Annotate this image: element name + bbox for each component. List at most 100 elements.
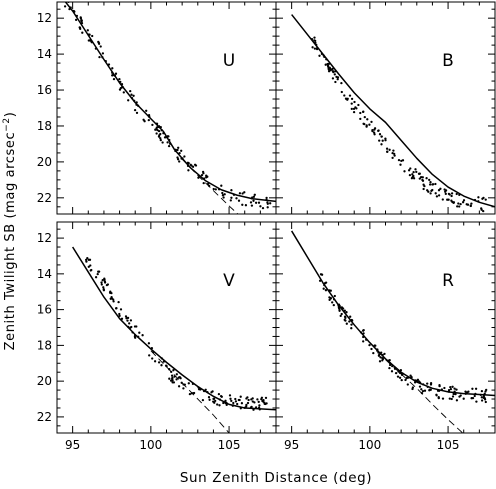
data-point xyxy=(421,389,425,393)
data-point xyxy=(125,317,128,320)
data-point xyxy=(98,55,101,59)
data-point xyxy=(368,343,371,347)
data-point xyxy=(138,331,141,334)
data-point xyxy=(426,382,429,385)
data-point xyxy=(429,383,433,386)
y-tick-label: 14 xyxy=(37,267,52,281)
data-point xyxy=(423,389,427,392)
data-point xyxy=(224,399,227,402)
data-point xyxy=(200,173,204,177)
data-point xyxy=(434,192,437,195)
data-point xyxy=(449,385,452,389)
data-point xyxy=(141,334,144,337)
data-point xyxy=(245,397,248,400)
data-point xyxy=(417,172,421,175)
data-point xyxy=(411,386,415,389)
data-point xyxy=(372,351,375,355)
data-point xyxy=(182,387,185,390)
data-point xyxy=(256,398,259,401)
data-point xyxy=(335,75,338,79)
data-point xyxy=(193,163,197,166)
data-point xyxy=(219,394,223,398)
data-point xyxy=(397,158,401,162)
data-point xyxy=(74,18,78,22)
data-point xyxy=(339,314,342,318)
plot-area xyxy=(62,2,276,214)
data-point xyxy=(159,138,162,142)
data-point xyxy=(379,356,382,359)
data-point xyxy=(135,111,139,115)
data-point xyxy=(444,190,447,193)
y-axis-label-main: Zenith Twilight SB (mag arcsec xyxy=(3,132,18,351)
data-point xyxy=(218,404,221,407)
y-tick-label: 16 xyxy=(37,83,52,97)
data-point xyxy=(230,189,233,192)
data-point xyxy=(483,398,487,401)
data-point xyxy=(327,65,330,68)
data-point xyxy=(254,201,258,204)
data-point xyxy=(437,396,440,400)
data-point xyxy=(168,368,171,371)
data-point xyxy=(78,26,81,29)
data-point xyxy=(103,281,107,284)
model-curve xyxy=(64,2,276,203)
data-point xyxy=(223,193,226,196)
data-point xyxy=(482,395,486,398)
data-point xyxy=(362,340,365,343)
data-point xyxy=(159,132,162,136)
data-point xyxy=(412,174,415,178)
x-tick-label: 95 xyxy=(284,438,299,452)
data-point xyxy=(406,383,409,386)
data-point xyxy=(381,357,385,361)
data-point xyxy=(370,120,373,124)
data-point xyxy=(471,387,474,390)
data-point xyxy=(202,172,205,175)
data-point xyxy=(345,322,348,325)
y-tick-label: 20 xyxy=(37,155,52,169)
data-point xyxy=(461,201,465,204)
data-point xyxy=(459,202,462,206)
data-point xyxy=(157,129,161,133)
data-point xyxy=(311,46,314,49)
data-point xyxy=(365,125,368,128)
panel-R: 95 100 105 R xyxy=(275,221,496,452)
data-point xyxy=(394,371,398,375)
data-point xyxy=(473,394,476,398)
data-point xyxy=(260,397,263,401)
data-point xyxy=(384,137,387,140)
data-point xyxy=(448,193,451,196)
data-point xyxy=(155,132,158,135)
data-point xyxy=(221,194,225,197)
data-point xyxy=(368,123,371,126)
data-point xyxy=(171,376,174,380)
data-point xyxy=(142,118,145,121)
data-point xyxy=(100,283,103,286)
data-point xyxy=(236,402,239,406)
data-point xyxy=(484,400,487,404)
y-tick-label: 16 xyxy=(37,303,52,317)
data-point xyxy=(349,315,352,318)
data-point xyxy=(127,99,130,102)
data-point xyxy=(470,202,473,205)
data-point xyxy=(183,155,186,158)
data-point xyxy=(390,370,394,373)
data-point xyxy=(429,180,432,184)
data-point xyxy=(238,398,241,402)
data-point xyxy=(157,135,161,138)
data-point xyxy=(482,396,485,400)
data-point xyxy=(63,5,67,8)
data-point xyxy=(237,199,241,202)
data-point xyxy=(221,191,224,195)
data-point xyxy=(244,204,248,207)
plot-area xyxy=(291,14,495,213)
data-point xyxy=(443,386,446,390)
data-point xyxy=(117,300,120,304)
data-point xyxy=(240,402,244,405)
data-point xyxy=(252,199,255,202)
data-point xyxy=(161,141,164,144)
data-point xyxy=(422,187,425,191)
data-point xyxy=(343,94,346,97)
data-point xyxy=(429,388,432,391)
data-point xyxy=(456,205,459,208)
data-point xyxy=(366,118,369,121)
